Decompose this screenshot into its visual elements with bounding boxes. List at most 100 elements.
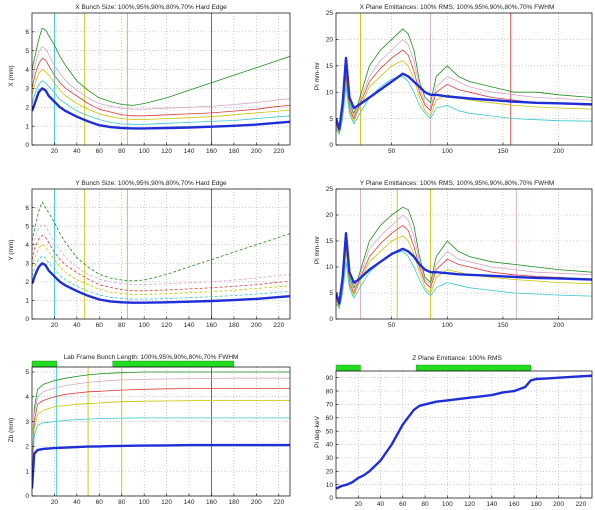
- y-axis-label: Y (mm): [8, 239, 15, 260]
- axes-frame: [335, 12, 593, 146]
- y-tick-label: 5: [25, 48, 29, 55]
- y-tick-label: 0: [329, 495, 333, 502]
- y-tick-label: 6: [25, 29, 29, 36]
- series-line: [32, 443, 290, 489]
- x-tick-label: 140: [184, 499, 195, 506]
- x-tick-label: 200: [251, 148, 262, 155]
- y-tick-label: 15: [326, 238, 334, 245]
- y-tick-label: 3: [25, 86, 29, 93]
- x-tick-label: 160: [509, 501, 520, 508]
- plot-area: [32, 367, 290, 496]
- axes-frame: [335, 370, 593, 499]
- x-tick-label: 60: [399, 501, 407, 508]
- series-line: [32, 46, 290, 110]
- x-tick-label: 100: [442, 322, 453, 329]
- series-line: [32, 27, 290, 106]
- x-tick-label: 120: [464, 501, 475, 508]
- x-tick-label: 80: [118, 499, 126, 506]
- y-plane-emittance-panel: Y Plane Emittances: 100% RMS, 100%,95%,9…: [314, 180, 593, 329]
- y-tick-label: 1: [25, 468, 29, 475]
- data-layer: [336, 13, 592, 145]
- y-tick-label: 80: [326, 388, 334, 395]
- z-plane-emittance-plot: 20 40 60 80 100 120 140 160 180 200 220 0 10 20 30 40 50…: [326, 364, 593, 508]
- x-tick-label: 200: [553, 148, 564, 155]
- y-tick-label: 60: [326, 415, 334, 422]
- x-tick-label: 40: [73, 148, 81, 155]
- status-bar-segment: [415, 364, 531, 372]
- x-tick-label: 150: [498, 148, 509, 155]
- data-layer: [336, 189, 592, 319]
- series-line: [32, 377, 290, 489]
- y-tick-label: 0: [25, 493, 29, 500]
- x-tick-label: 150: [498, 322, 509, 329]
- x-tick-label: 160: [206, 322, 217, 329]
- y-axis-label: Pi mm-mr: [314, 61, 321, 90]
- x-tick-label: 200: [251, 322, 262, 329]
- x-tick-label: 100: [139, 322, 150, 329]
- y-tick-label: 4: [25, 394, 29, 401]
- data-layer: [336, 374, 592, 490]
- x-tick-label: 160: [206, 499, 217, 506]
- y-tick-label: 2: [25, 104, 29, 111]
- y-tick-label: 15: [326, 63, 334, 70]
- x-tick-label: 200: [553, 501, 564, 508]
- chart-title: Z Plane Emittance: 100% RMS: [412, 355, 502, 362]
- x-bunch-size-panel: X Bunch Size: 100%,95%,90%,80%,70% Hard …: [8, 4, 291, 155]
- y-tick-label: 20: [326, 37, 334, 44]
- chart-title: X Bunch Size: 100%,95%,90%,80%,70% Hard …: [75, 4, 227, 11]
- y-tick-label: 10: [326, 482, 334, 489]
- y-plane-emittance-plot: 50 100 150 200 0 5 10 15 20 25: [326, 186, 593, 329]
- x-tick-label: 200: [251, 499, 262, 506]
- y-tick-label: 25: [326, 186, 334, 193]
- x-tick-label: 100: [442, 148, 453, 155]
- y-tick-label: 2: [25, 444, 29, 451]
- y-tick-label: 20: [326, 468, 334, 475]
- series-line: [32, 244, 290, 295]
- plot-area: [336, 371, 592, 498]
- status-bar-segment: [335, 364, 361, 372]
- y-tick-label: 1: [25, 298, 29, 305]
- x-bunch-size-plot: 20 40 60 80 100 120 140 160 180 200 220 0 1 2 3 4 5 6: [25, 12, 291, 155]
- series-line: [32, 262, 290, 304]
- x-tick-label: 120: [161, 322, 172, 329]
- y-tick-label: 50: [326, 428, 334, 435]
- x-tick-label: 220: [273, 148, 284, 155]
- x-tick-label: 100: [442, 501, 453, 508]
- chart-title: Y Bunch Size: 100%,95%,90%,80%,70% Hard …: [75, 180, 227, 187]
- x-tick-label: 120: [161, 148, 172, 155]
- series-line: [32, 69, 290, 120]
- z-plane-emittance-panel: Z Plane Emittance: 100% RMS Pi deg-keV 2…: [314, 355, 593, 508]
- x-tick-label: 60: [96, 322, 104, 329]
- x-tick-label: 140: [184, 322, 195, 329]
- y-tick-label: 30: [326, 455, 334, 462]
- x-tick-label: 20: [51, 148, 59, 155]
- data-layer: [32, 367, 290, 496]
- y-tick-label: 10: [326, 89, 334, 96]
- x-tick-label: 50: [388, 148, 396, 155]
- x-tick-label: 40: [73, 322, 81, 329]
- x-tick-label: 100: [139, 148, 150, 155]
- series-line: [336, 374, 592, 490]
- x-tick-label: 200: [553, 322, 564, 329]
- data-layer: [32, 13, 290, 145]
- y-tick-label: 1: [25, 123, 29, 130]
- x-tick-label: 220: [273, 322, 284, 329]
- x-tick-label: 80: [421, 501, 429, 508]
- x-tick-label: 160: [206, 148, 217, 155]
- y-axis-label: Pi deg-keV: [314, 415, 321, 447]
- x-tick-label: 220: [273, 499, 284, 506]
- chart-title: Lab Frame Bunch Length: 100%,95%,90%,80%…: [64, 354, 239, 361]
- axes-frame: [31, 12, 291, 146]
- series-line: [336, 56, 592, 131]
- x-tick-label: 20: [51, 499, 59, 506]
- x-tick-label: 180: [228, 499, 239, 506]
- x-tick-label: 20: [355, 501, 363, 508]
- x-tick-label: 50: [388, 322, 396, 329]
- series-line: [32, 388, 290, 489]
- axes-frame: [31, 366, 291, 497]
- x-tick-label: 80: [118, 322, 126, 329]
- y-tick-label: 3: [25, 419, 29, 426]
- y-tick-label: 10: [326, 264, 334, 271]
- chart-title: Y Plane Emittances: 100% RMS, 100%,95%,9…: [360, 180, 555, 187]
